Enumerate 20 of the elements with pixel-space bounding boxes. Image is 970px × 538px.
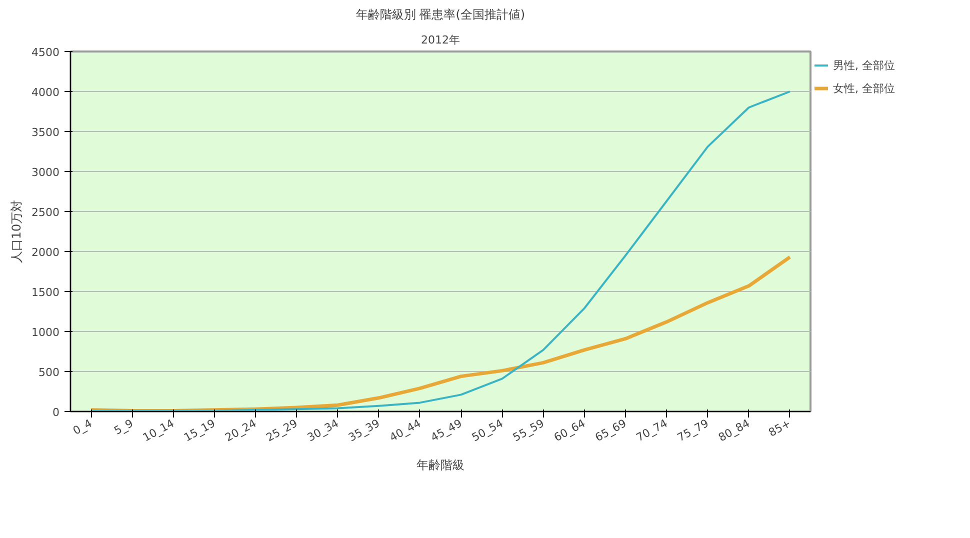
y-tick-label: 3000 [32, 166, 60, 179]
x-tick-label: 0_4 [70, 416, 94, 438]
legend-label: 男性, 全部位 [833, 58, 895, 72]
y-tick-label: 3500 [32, 126, 60, 139]
y-tick-label: 0 [52, 406, 60, 419]
y-tick-label: 1500 [32, 286, 60, 299]
chart-subtitle: 2012年 [421, 34, 460, 46]
chart-title: 年齢階級別 罹患率(全国推計値) [356, 8, 526, 22]
x-tick-label: 5_9 [112, 416, 136, 438]
y-tick-label: 2500 [32, 206, 60, 219]
y-axis-title: 人口10万対 [10, 200, 24, 264]
y-tick-label: 2000 [32, 246, 60, 259]
y-tick-label: 4000 [32, 86, 60, 99]
line-series [90, 90, 791, 412]
y-tick-label: 4500 [32, 46, 60, 59]
y-tick-label: 1000 [32, 326, 60, 339]
legend-label: 女性, 全部位 [833, 80, 895, 96]
x-tick-label: 85+ [766, 416, 794, 440]
y-tick-label: 500 [38, 366, 60, 379]
x-axis-title: 年齢階級 [416, 458, 464, 472]
